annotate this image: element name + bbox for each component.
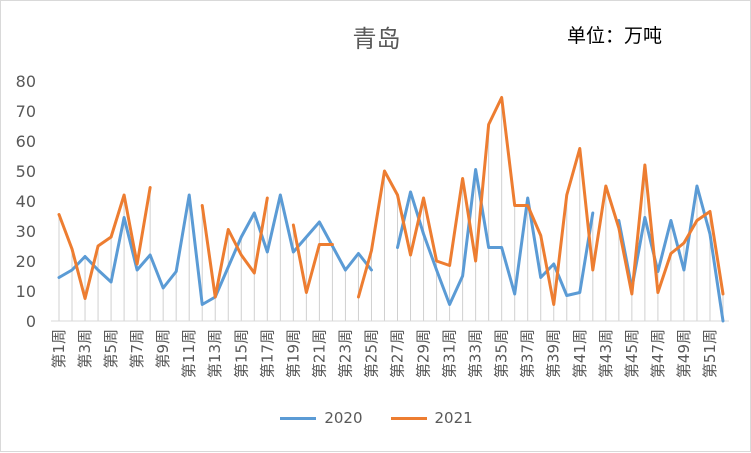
x-tick-label: 第3周 (76, 329, 94, 369)
chart-title: 青岛 (352, 25, 401, 53)
x-tick-label: 第27周 (389, 329, 407, 378)
y-tick-label: 10 (16, 282, 36, 301)
y-tick-label: 80 (16, 72, 36, 91)
x-tick-label: 第21周 (310, 329, 328, 378)
x-tick-label: 第35周 (493, 329, 511, 378)
x-tick-label: 第39周 (545, 329, 563, 378)
unit-label: 单位：万吨 (567, 25, 663, 47)
y-tick-label: 30 (16, 222, 36, 241)
y-tick-label: 50 (16, 162, 36, 181)
x-tick-label: 第41周 (571, 329, 589, 378)
legend-item-2021: 2021 (390, 409, 473, 427)
x-tick-label: 第5周 (102, 329, 120, 369)
y-tick-label: 40 (16, 192, 36, 211)
x-tick-label: 第51周 (701, 329, 719, 378)
x-tick-label: 第25周 (362, 329, 380, 378)
x-tick-label: 第7周 (128, 329, 146, 369)
x-tick-label: 第29周 (415, 329, 433, 378)
legend-item-2020: 2020 (280, 409, 363, 427)
x-tick-label: 第19周 (284, 329, 302, 378)
x-tick-label: 第45周 (623, 329, 641, 378)
x-tick-label: 第1周 (50, 329, 68, 369)
x-tick-label: 第31周 (441, 329, 459, 378)
y-tick-label: 70 (16, 102, 36, 121)
x-tick-label: 第17周 (258, 329, 276, 378)
x-tick-label: 第13周 (206, 329, 224, 378)
x-tick-label: 第49周 (675, 329, 693, 378)
x-tick-label: 第11周 (180, 329, 198, 378)
x-tick-label: 第47周 (649, 329, 667, 378)
legend-swatch-2021 (390, 416, 427, 420)
y-tick-label: 0 (26, 312, 36, 331)
y-tick-label: 20 (16, 252, 36, 271)
x-tick-label: 第9周 (154, 329, 172, 369)
legend-label-2020: 2020 (324, 409, 363, 427)
legend: 2020 2021 (1, 409, 751, 427)
x-tick-label: 第33周 (467, 329, 485, 378)
legend-label-2021: 2021 (434, 409, 473, 427)
series-line-2021 (57, 96, 725, 306)
x-tick-label: 第23周 (336, 329, 354, 378)
x-tick-label: 第15周 (232, 329, 250, 378)
x-tick-label: 第37周 (519, 329, 537, 378)
y-tick-label: 60 (16, 132, 36, 151)
legend-swatch-2020 (280, 416, 317, 420)
x-tick-label: 第43周 (597, 329, 615, 378)
